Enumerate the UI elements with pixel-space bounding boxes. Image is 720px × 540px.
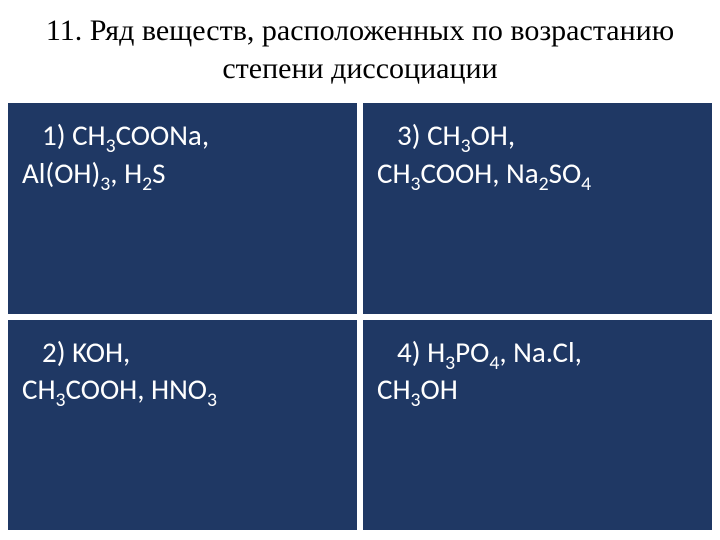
- cell-1: 1) CH3COONa, Al(OH)3, H2S: [8, 103, 357, 314]
- cell-3-line2: CH3COOH, HNO3: [22, 371, 217, 407]
- cell-1-line2: Al(OH)3, H2S: [22, 155, 166, 191]
- cell-2-line2: CH3COOH, Na2SO4: [377, 155, 591, 191]
- answer-grid: 1) CH3COONa, Al(OH)3, H2S 3) CH3OH, CH3C…: [0, 103, 720, 540]
- slide: 11. Ряд веществ, расположенных по возрас…: [0, 0, 720, 540]
- cell-2-line1: CH3OH,: [427, 117, 515, 153]
- cell-3: 2) KOH, CH3COOH, HNO3: [8, 320, 357, 531]
- cell-1-num: 1): [42, 117, 66, 153]
- cell-4-line1: H3PO4, Na.Cl,: [427, 334, 582, 370]
- cell-4-line2: CH3OH: [377, 371, 458, 407]
- cell-4: 4) H3PO4, Na.Cl, CH3OH: [363, 320, 712, 531]
- slide-title: 11. Ряд веществ, расположенных по возрас…: [0, 0, 720, 103]
- cell-2-num: 3): [397, 117, 421, 153]
- cell-1-line1: CH3COONa,: [72, 117, 209, 153]
- cell-2: 3) CH3OH, CH3COOH, Na2SO4: [363, 103, 712, 314]
- cell-3-num: 2): [42, 334, 66, 370]
- cell-4-num: 4): [397, 334, 421, 370]
- cell-3-line1: KOH,: [72, 334, 130, 370]
